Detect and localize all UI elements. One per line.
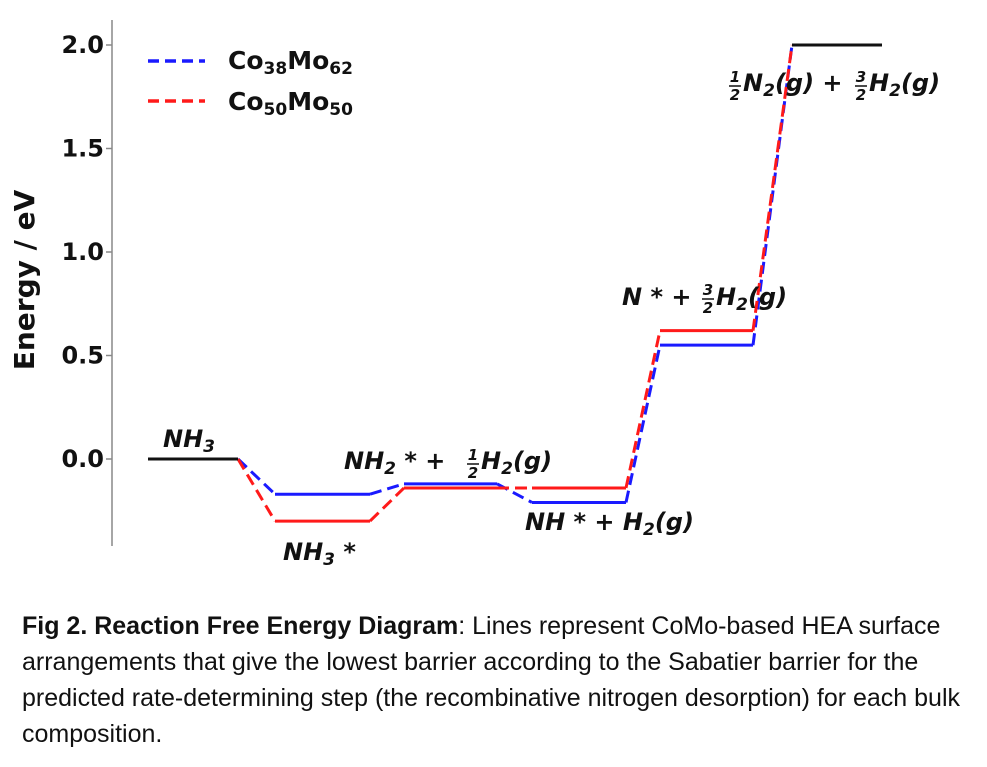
legend-entry-co38mo62: Co38Mo62 [228, 46, 353, 79]
y-tick-label: 1.5 [61, 135, 104, 163]
label-nh-star: NH * + H2(g) [525, 508, 694, 540]
label-n2-gas: 1 2 N2(g) + 3 2 H2(g) [729, 68, 940, 104]
connector-co50mo50-step-4 [751, 44, 794, 331]
connector-co50mo50-step-0 [236, 458, 277, 522]
energy-diagram: 0.0 0.5 1.0 1.5 2.0 Energy / eV Co38Mo62 Co5… [8, 20, 940, 570]
label-nh2-star: NH2 * + 1 2 H2(g) [344, 446, 552, 482]
connector-co38mo62-step-3 [624, 344, 662, 503]
connector-co38mo62-step-0 [236, 457, 277, 496]
svg-text:1: 1 [730, 68, 740, 86]
y-tick-label: 2.0 [61, 31, 104, 59]
y-tick-label: 1.0 [61, 238, 104, 266]
y-axis-label: Energy / eV [8, 189, 41, 370]
svg-text:H2(g): H2(g) [481, 447, 552, 479]
y-axis: 0.0 0.5 1.0 1.5 2.0 [61, 20, 113, 546]
svg-text:3: 3 [856, 68, 866, 86]
svg-text:2: 2 [468, 464, 478, 482]
connector-co50mo50-step-3 [624, 330, 662, 489]
series-lines [148, 43, 882, 523]
connector-co50mo50-step-1 [368, 486, 406, 523]
connector-co38mo62-step-1 [369, 482, 405, 496]
label-nh3: NH3 [163, 425, 215, 457]
svg-text:N * +: N * + [622, 283, 691, 311]
svg-text:H2(g): H2(g) [869, 69, 940, 101]
legend-entry-co50mo50: Co50Mo50 [228, 87, 353, 120]
caption-title: Fig 2. Reaction Free Energy Diagram [22, 612, 459, 640]
svg-text:2: 2 [730, 86, 740, 104]
label-nh3-star: NH3 * [283, 538, 356, 570]
y-tick-label: 0.0 [61, 445, 104, 473]
y-tick-label: 0.5 [61, 342, 104, 370]
figure-caption: Fig 2. Reaction Free Energy Diagram: Lin… [22, 608, 967, 752]
svg-text:N2(g) +: N2(g) + [743, 69, 843, 101]
label-n-star: N * + 3 2 H2(g) [622, 281, 787, 317]
svg-text:1: 1 [468, 446, 478, 464]
svg-text:3: 3 [703, 281, 713, 299]
svg-text:H2(g): H2(g) [716, 283, 787, 315]
svg-text:2: 2 [856, 86, 866, 104]
caption-text: : Lines represent CoMo-based HEA surface… [22, 612, 961, 748]
legend: Co38Mo62 Co50Mo50 [148, 46, 353, 120]
svg-text:NH2 * +: NH2 * + [344, 447, 445, 479]
svg-text:2: 2 [703, 299, 713, 317]
